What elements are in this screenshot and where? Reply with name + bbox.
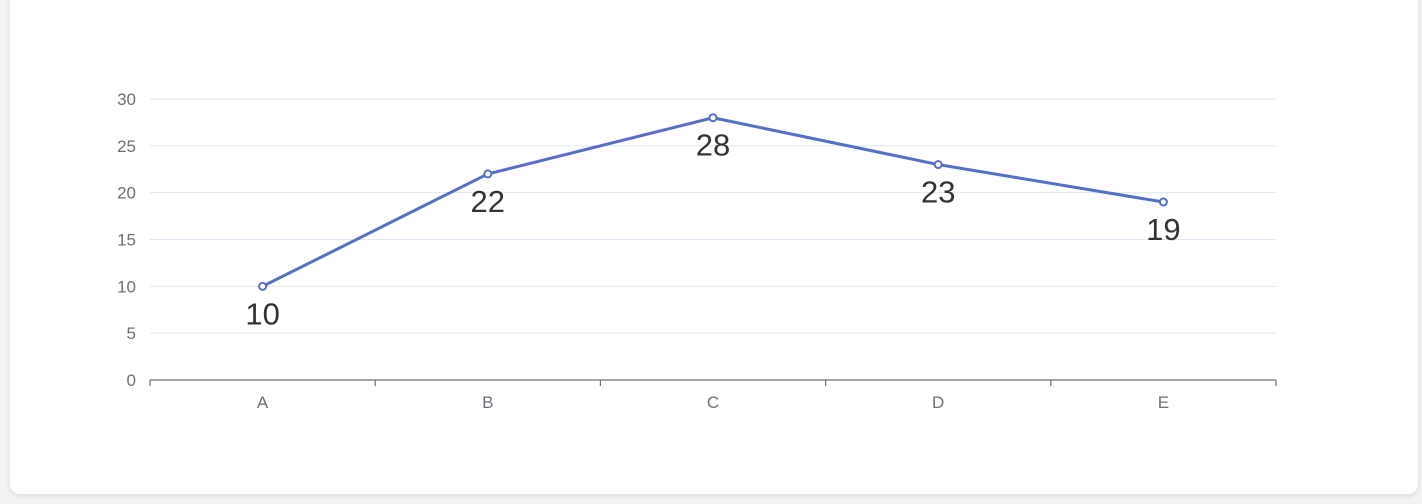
x-tick-label: E: [1158, 393, 1169, 412]
data-label: 10: [245, 296, 279, 331]
data-point[interactable]: [483, 169, 493, 179]
series-line-group: [258, 113, 1168, 291]
x-tick-label: A: [257, 393, 269, 412]
y-tick-label: 5: [127, 324, 136, 343]
data-point[interactable]: [258, 281, 268, 291]
y-tick-label: 25: [117, 137, 136, 156]
x-axis: [149, 379, 1277, 386]
y-axis-tick-labels: 0 5 10 15 20 25 30: [117, 90, 136, 390]
data-label: 28: [696, 128, 730, 163]
x-tick-label: B: [482, 393, 493, 412]
y-tick-label: 20: [117, 184, 136, 203]
grid-lines: [150, 98, 1276, 334]
data-point[interactable]: [1158, 197, 1168, 207]
chart-card: [10, 0, 1418, 494]
y-tick-label: 15: [117, 231, 136, 250]
x-tick-label: C: [707, 393, 719, 412]
data-label: 22: [471, 184, 505, 219]
y-tick-label: 0: [127, 371, 136, 390]
y-tick-label: 10: [117, 277, 136, 296]
data-labels: 10 22 28 23 19: [245, 128, 1180, 332]
data-label: 19: [1146, 212, 1180, 247]
data-label: 23: [921, 175, 955, 210]
x-axis-tick-labels: A B C D E: [257, 393, 1169, 412]
y-tick-label: 30: [117, 90, 136, 109]
data-point[interactable]: [933, 160, 943, 170]
data-point[interactable]: [708, 113, 718, 123]
x-tick-label: D: [932, 393, 944, 412]
